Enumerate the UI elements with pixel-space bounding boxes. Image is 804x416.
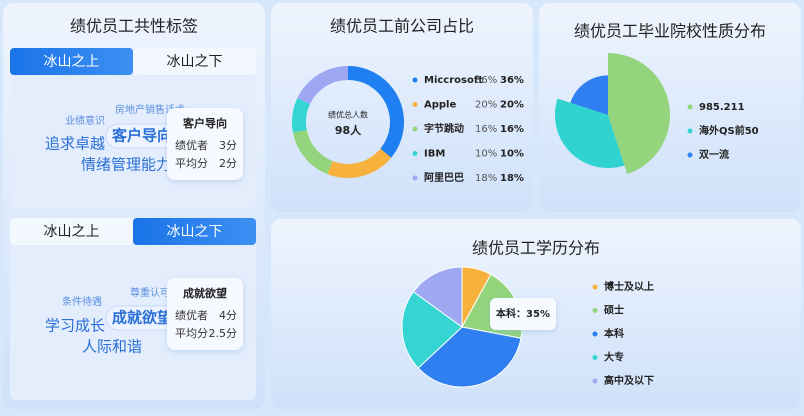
tag-word: 情绪管理能力 bbox=[81, 156, 171, 174]
legend-percent: 16% bbox=[475, 124, 497, 135]
legend-dot bbox=[412, 151, 418, 156]
chart-title: 绩优员工前公司占比 bbox=[330, 17, 474, 36]
tooltip bbox=[167, 108, 243, 180]
legend-dot bbox=[592, 308, 598, 313]
pie-slice bbox=[412, 266, 463, 328]
tab-label[interactable]: 冰山之下 bbox=[167, 224, 223, 240]
legend-label: 双一流 bbox=[699, 148, 729, 161]
legend-label: 硕士 bbox=[604, 304, 624, 317]
legend-value: 36% bbox=[500, 75, 524, 86]
legend-dot bbox=[687, 152, 693, 158]
legend-label: 字节跳动 bbox=[424, 122, 464, 135]
legend-dot bbox=[687, 128, 693, 134]
tooltip-text: 本科：35% bbox=[496, 307, 550, 320]
chart-title: 绩优员工学历分布 bbox=[472, 239, 600, 258]
legend-dot bbox=[592, 355, 598, 360]
legend-label: 985.211 bbox=[699, 102, 745, 113]
center-value: 98人 bbox=[335, 123, 362, 137]
chart-title: 绩优员工毕业院校性质分布 bbox=[574, 22, 766, 41]
rose-slice bbox=[554, 98, 625, 169]
tag-word: 业绩意识 bbox=[65, 114, 105, 127]
tab[interactable] bbox=[10, 48, 133, 75]
tab[interactable] bbox=[133, 48, 256, 75]
tab-label[interactable]: 冰山之上 bbox=[44, 54, 100, 70]
tag-word: 追求卓越 bbox=[45, 135, 105, 153]
tooltip-title: 客户导向 bbox=[182, 116, 227, 130]
legend-dot bbox=[592, 284, 598, 290]
pie-slice bbox=[401, 291, 463, 369]
tooltip-title: 成就欲望 bbox=[183, 286, 227, 300]
legend-label: 博士及以上 bbox=[604, 280, 654, 293]
donut-slice bbox=[291, 98, 310, 133]
legend-value: 20% bbox=[500, 100, 524, 111]
legend-label: 阿里巴巴 bbox=[424, 172, 464, 184]
tag-word: 人际和谐 bbox=[82, 338, 142, 356]
legend-dot bbox=[592, 331, 598, 337]
legend-dot bbox=[412, 126, 418, 132]
tooltip bbox=[167, 278, 243, 350]
legend-dot bbox=[592, 378, 598, 384]
legend-label: 高中及以下 bbox=[604, 374, 654, 387]
tag-word: 学习成长 bbox=[45, 317, 105, 335]
donut-slice bbox=[327, 148, 392, 178]
donut-slice bbox=[348, 66, 405, 158]
pie-slice bbox=[417, 326, 522, 388]
legend-percent: 20% bbox=[475, 100, 497, 111]
legend-label: Apple bbox=[424, 100, 456, 111]
donut-slice bbox=[297, 66, 348, 105]
legend-percent: 36% bbox=[475, 75, 497, 86]
tag-word: 尊重认可 bbox=[130, 286, 170, 299]
tooltip-key: 平均分 bbox=[175, 157, 208, 170]
tooltip-key: 平均分 bbox=[175, 327, 208, 340]
legend-percent: 10% bbox=[475, 149, 497, 160]
tab-label[interactable]: 冰山之上 bbox=[44, 224, 100, 240]
panel-title: 绩优员工共性标签 bbox=[70, 17, 198, 36]
tab[interactable] bbox=[133, 218, 256, 245]
center-label: 绩优总人数 bbox=[328, 110, 368, 120]
donut-slice bbox=[292, 129, 333, 175]
legend-percent: 18% bbox=[475, 173, 497, 184]
legend-dot bbox=[687, 104, 693, 110]
legend-label: 大专 bbox=[604, 351, 624, 364]
tag-word: 条件待遇 bbox=[62, 295, 102, 308]
tag-word: 客户导向 bbox=[111, 127, 172, 145]
tooltip-value: 2分 bbox=[219, 157, 237, 170]
rose-slice bbox=[608, 53, 671, 174]
tooltip-value: 2.5分 bbox=[209, 327, 238, 340]
legend-dot bbox=[412, 102, 418, 107]
tooltip-key: 绩优者 bbox=[175, 139, 208, 152]
legend-dot bbox=[412, 175, 418, 181]
legend-value: 16% bbox=[500, 124, 524, 135]
legend-label: 海外QS前50 bbox=[699, 124, 759, 137]
legend-value: 10% bbox=[500, 149, 524, 160]
tooltip-key: 绩优者 bbox=[175, 309, 208, 322]
legend-label: IBM bbox=[424, 149, 445, 160]
tab-label[interactable]: 冰山之下 bbox=[167, 54, 223, 70]
legend-label: Miccrosoft bbox=[424, 75, 483, 86]
tab[interactable] bbox=[10, 218, 133, 245]
tag-word: 成就欲望 bbox=[112, 309, 172, 327]
tooltip-value: 4分 bbox=[219, 309, 237, 322]
legend-label: 本科 bbox=[604, 327, 624, 340]
tooltip bbox=[490, 298, 556, 330]
tooltip-value: 3分 bbox=[219, 139, 237, 152]
legend-value: 18% bbox=[500, 173, 524, 184]
tag-word: 房地产销售话术 bbox=[115, 103, 185, 116]
legend-dot bbox=[412, 77, 418, 83]
rose-slice bbox=[570, 75, 608, 115]
